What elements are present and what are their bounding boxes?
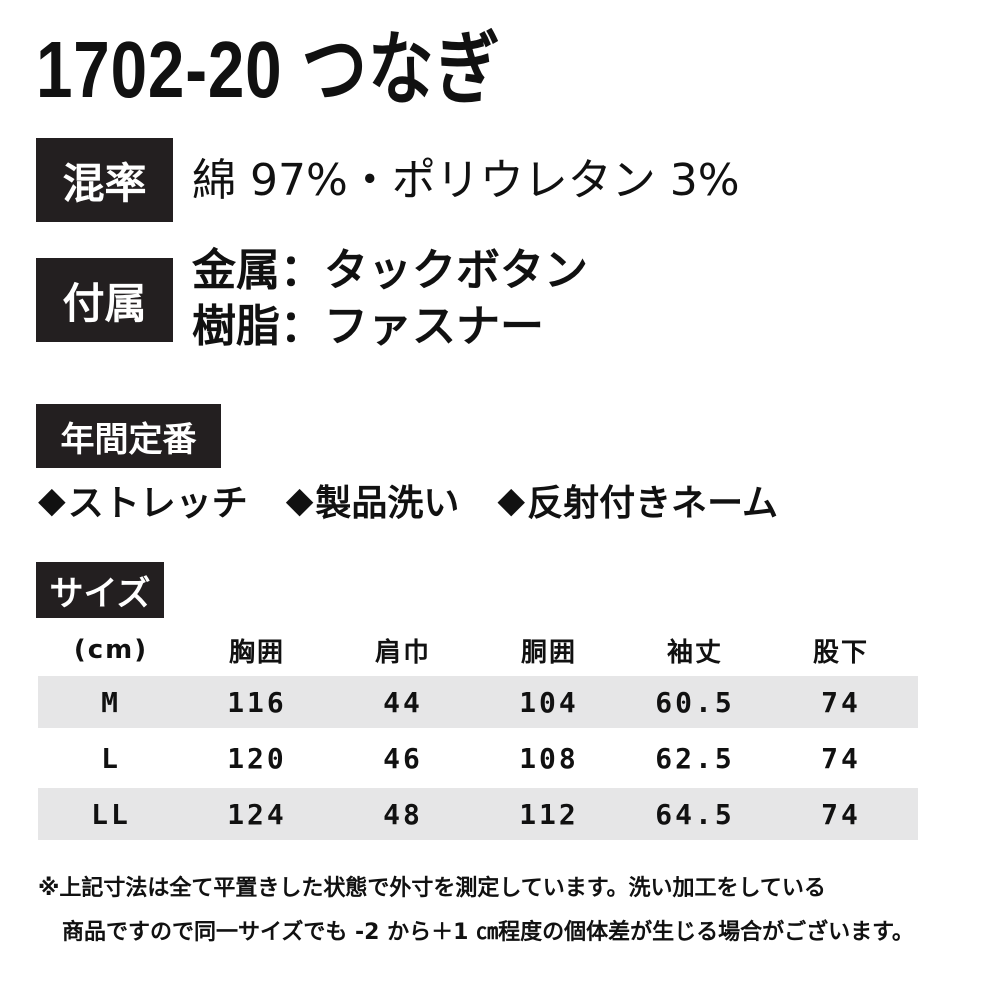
- feature-label: 反射付きネーム: [527, 483, 779, 524]
- accessory-metal: 金属：タックボタン: [192, 245, 588, 296]
- product-title: 1702-20 つなぎ: [36, 25, 501, 114]
- feature-item: ◆ 製品洗い: [286, 474, 460, 526]
- column-header: 胴囲: [520, 637, 577, 668]
- table-row: L 120 46 108 62.5 74: [38, 732, 918, 784]
- table-cell: 108: [519, 741, 579, 775]
- table-cell: 74: [821, 741, 861, 775]
- composition-text: 綿 97%・ポリウレタン 3%: [192, 155, 740, 206]
- size-label: L: [101, 741, 121, 775]
- table-cell: 116: [227, 685, 287, 719]
- size-table: (cm) 胸囲 肩巾 胴囲 袖丈 股下 M 116 44 104 60.5 74…: [38, 624, 918, 840]
- column-header: 袖丈: [666, 637, 723, 668]
- column-header: 胸囲: [228, 637, 285, 668]
- size-label: LL: [91, 797, 131, 831]
- table-cell: 124: [227, 797, 287, 831]
- column-header: 肩巾: [374, 637, 431, 668]
- feature-label: 製品洗い: [315, 483, 460, 524]
- measurement-note-line-2: 商品ですので同一サイズでも -2 から＋1 ㎝程度の個体差が生じる場合がございま…: [62, 920, 914, 945]
- table-cell: 74: [821, 797, 861, 831]
- table-cell: 112: [519, 797, 579, 831]
- feature-item: ◆ ストレッチ: [38, 474, 248, 526]
- measurement-note-line-1: ※上記寸法は全て平置きした状態で外寸を測定しています。洗い加工をしている: [38, 876, 826, 901]
- table-cell: 64.5: [655, 797, 735, 831]
- diamond-bullet-icon: ◆: [497, 479, 526, 521]
- column-header: (cm): [73, 635, 149, 665]
- feature-item: ◆ 反射付きネーム: [497, 474, 778, 526]
- size-tag: サイズ: [36, 562, 164, 618]
- table-cell: 48: [383, 797, 423, 831]
- composition-tag: 混率: [36, 138, 173, 222]
- column-header: 股下: [812, 637, 869, 668]
- size-label: M: [101, 685, 121, 719]
- table-row: M 116 44 104 60.5 74: [38, 676, 918, 728]
- table-cell: 44: [383, 685, 423, 719]
- accessory-resin: 樹脂：ファスナー: [192, 301, 544, 352]
- table-cell: 60.5: [655, 685, 735, 719]
- table-cell: 104: [519, 685, 579, 719]
- diamond-bullet-icon: ◆: [38, 479, 66, 521]
- table-cell: 46: [383, 741, 423, 775]
- accessories-tag: 付属: [36, 258, 173, 342]
- table-cell: 120: [227, 741, 287, 775]
- table-cell: 74: [821, 685, 861, 719]
- feature-label: ストレッチ: [67, 483, 248, 524]
- feature-list: ◆ ストレッチ ◆ 製品洗い ◆ 反射付きネーム: [38, 474, 778, 526]
- table-cell: 62.5: [655, 741, 735, 775]
- season-tag: 年間定番: [36, 404, 221, 468]
- diamond-bullet-icon: ◆: [285, 479, 314, 521]
- table-row: LL 124 48 112 64.5 74: [38, 788, 918, 840]
- table-header-row: (cm) 胸囲 肩巾 胴囲 袖丈 股下: [38, 624, 918, 676]
